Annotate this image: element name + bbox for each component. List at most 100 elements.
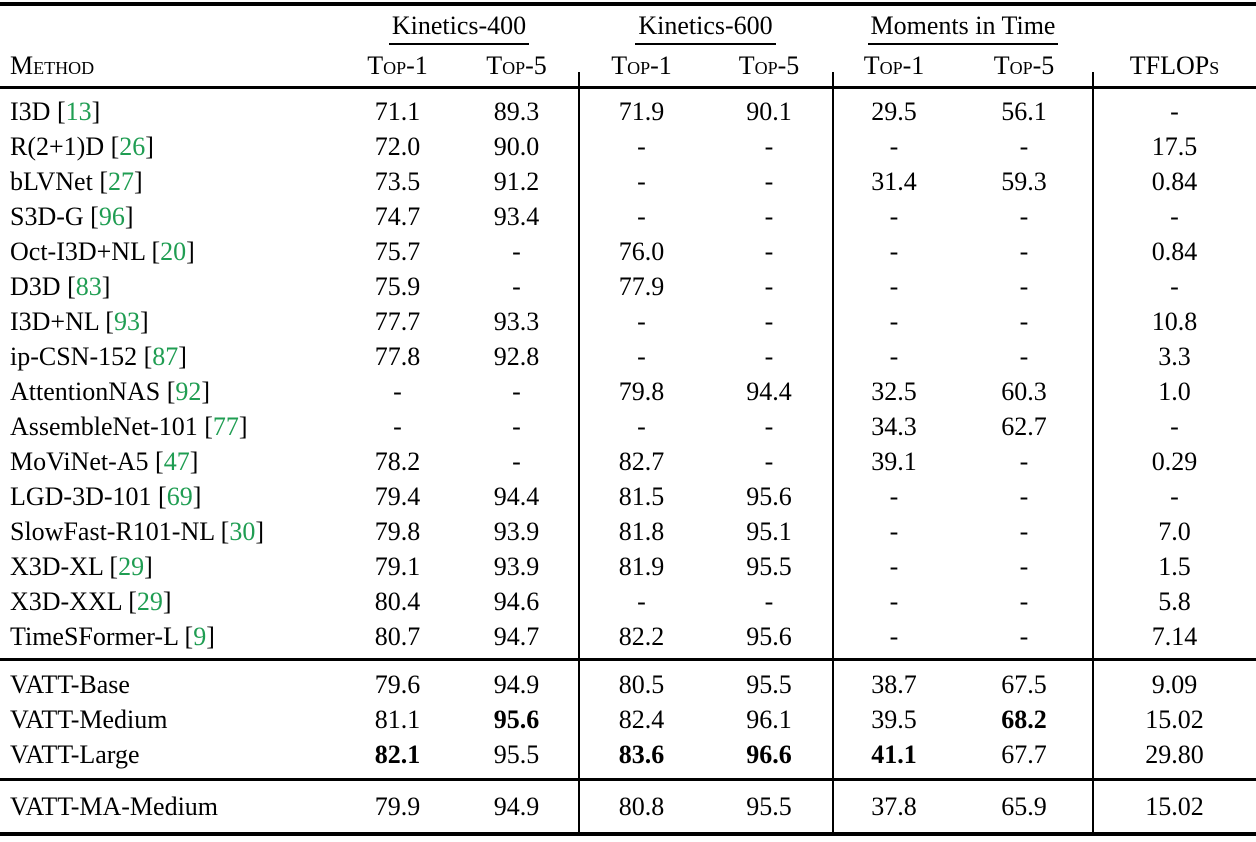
value-cell: - bbox=[889, 201, 899, 231]
value-cell: 80.5 bbox=[618, 669, 665, 699]
citation-link[interactable]: 29 bbox=[118, 551, 145, 581]
value-cell: 95.6 bbox=[493, 704, 540, 734]
citation-link[interactable]: 27 bbox=[107, 166, 134, 196]
citation-bracket: ] bbox=[139, 306, 149, 336]
value-cell: 80.8 bbox=[618, 791, 665, 821]
citation-bracket: ] bbox=[192, 481, 202, 511]
value-cell: 94.4 bbox=[746, 376, 792, 406]
citation-bracket: ] bbox=[133, 166, 143, 196]
method-cell: AttentionNAS [92] bbox=[0, 377, 340, 407]
table-top-rule bbox=[0, 2, 1256, 6]
citation-bracket: [ bbox=[214, 516, 230, 546]
value-cell: 80.7 bbox=[374, 621, 421, 651]
citation-bracket: [ bbox=[98, 306, 114, 336]
method-name: Oct-I3D+NL bbox=[10, 236, 145, 266]
column-header-tflops: TFLOPs bbox=[1129, 51, 1220, 80]
method-cell: VATT-Large bbox=[0, 740, 340, 770]
column-header-top1: Top-1 bbox=[611, 51, 672, 80]
value-cell: 94.6 bbox=[493, 586, 540, 616]
value-cell: 90.0 bbox=[493, 131, 540, 161]
value-cell: 9.09 bbox=[1151, 669, 1198, 699]
column-header-top1: Top-1 bbox=[367, 51, 428, 80]
value-cell: 79.8 bbox=[618, 376, 665, 406]
column-separator-line bbox=[832, 72, 834, 836]
table-row: X3D-XXL [29] 80.4 94.6 - - - - 5.8 bbox=[0, 584, 1256, 619]
header-group-label: Kinetics-400 bbox=[388, 11, 530, 45]
value-cell: - bbox=[889, 131, 899, 161]
citation-link[interactable]: 92 bbox=[175, 376, 202, 406]
table-row: AssembleNet-101 [77] - - - - 34.3 62.7 - bbox=[0, 409, 1256, 444]
value-cell: - bbox=[512, 271, 521, 301]
method-cell: R(2+1)D [26] bbox=[0, 132, 340, 162]
citation-link[interactable]: 96 bbox=[98, 201, 125, 231]
value-cell: 34.3 bbox=[871, 411, 917, 441]
value-cell: 94.4 bbox=[493, 481, 540, 511]
table-row: LGD-3D-101 [69] 79.4 94.4 81.5 95.6 - - - bbox=[0, 479, 1256, 514]
value-cell: - bbox=[764, 201, 774, 231]
value-cell: 67.7 bbox=[1001, 739, 1047, 769]
value-cell: - bbox=[637, 166, 646, 196]
citation-bracket: [ bbox=[197, 411, 213, 441]
header-group-spacer bbox=[1093, 45, 1256, 46]
value-cell: 95.6 bbox=[746, 481, 792, 511]
value-cell: 91.2 bbox=[493, 166, 540, 196]
value-cell: 0.29 bbox=[1151, 446, 1198, 476]
citation-link[interactable]: 93 bbox=[113, 306, 140, 336]
value-cell: 93.4 bbox=[493, 201, 540, 231]
value-cell: 37.8 bbox=[871, 791, 917, 821]
value-cell: - bbox=[512, 376, 521, 406]
table-bottom-rule bbox=[0, 832, 1256, 836]
section-divider-rule bbox=[0, 778, 1256, 781]
method-name: TimeSFormer-L bbox=[10, 621, 179, 651]
value-cell: - bbox=[393, 411, 402, 441]
citation-link[interactable]: 69 bbox=[166, 481, 193, 511]
value-cell: 29.5 bbox=[871, 96, 917, 126]
citation-bracket: [ bbox=[83, 201, 99, 231]
citation-link[interactable]: 47 bbox=[163, 446, 190, 476]
value-cell: - bbox=[1019, 341, 1029, 371]
method-cell: X3D-XXL [29] bbox=[0, 587, 340, 617]
value-cell: 93.3 bbox=[493, 306, 540, 336]
citation-link[interactable]: 20 bbox=[160, 236, 187, 266]
table-section: VATT-MA-Medium 79.9 94.9 80.8 95.5 37.8 65.9 15… bbox=[0, 781, 1256, 832]
citation-bracket: ] bbox=[101, 271, 111, 301]
table-row: R(2+1)D [26] 72.0 90.0 - - - - 17.5 bbox=[0, 129, 1256, 164]
citation-link[interactable]: 13 bbox=[65, 96, 92, 126]
citation-bracket: ] bbox=[91, 96, 101, 126]
table-row: TimeSFormer-L [9] 80.7 94.7 82.2 95.6 - - 7.14 bbox=[0, 619, 1256, 654]
method-cell: I3D+NL [93] bbox=[0, 307, 340, 337]
value-cell: 82.2 bbox=[618, 621, 665, 651]
citation-link[interactable]: 87 bbox=[152, 341, 179, 371]
column-header-top5: Top-5 bbox=[993, 51, 1055, 80]
citation-link[interactable]: 9 bbox=[193, 621, 207, 651]
citation-link[interactable]: 26 bbox=[119, 131, 146, 161]
value-cell: 32.5 bbox=[871, 376, 917, 406]
header-rule bbox=[0, 86, 1256, 89]
method-cell: VATT-Base bbox=[0, 670, 340, 700]
value-cell: 39.1 bbox=[871, 446, 917, 476]
column-header-method: Method bbox=[10, 51, 95, 80]
value-cell: 10.8 bbox=[1151, 306, 1198, 336]
method-name: D3D bbox=[10, 271, 61, 301]
method-cell: I3D [13] bbox=[0, 97, 340, 127]
value-cell: 41.1 bbox=[871, 739, 917, 769]
value-cell: 31.4 bbox=[871, 166, 917, 196]
value-cell: - bbox=[889, 621, 899, 651]
citation-bracket: ] bbox=[238, 411, 248, 441]
method-name: X3D-XXL bbox=[10, 586, 122, 616]
value-cell: - bbox=[637, 131, 646, 161]
citation-link[interactable]: 83 bbox=[75, 271, 102, 301]
citation-bracket: ] bbox=[162, 586, 172, 616]
value-cell: - bbox=[1019, 551, 1029, 581]
table-row: Oct-I3D+NL [20] 75.7 - 76.0 - - - 0.84 bbox=[0, 234, 1256, 269]
value-cell: - bbox=[889, 551, 899, 581]
value-cell: - bbox=[1170, 201, 1179, 231]
citation-link[interactable]: 77 bbox=[212, 411, 239, 441]
citation-link[interactable]: 30 bbox=[229, 516, 256, 546]
value-cell: 71.1 bbox=[374, 96, 421, 126]
value-cell: 83.6 bbox=[618, 739, 665, 769]
citation-link[interactable]: 29 bbox=[136, 586, 163, 616]
value-cell: 38.7 bbox=[871, 669, 917, 699]
citation-bracket: [ bbox=[121, 586, 137, 616]
method-name: VATT-Large bbox=[10, 739, 140, 769]
